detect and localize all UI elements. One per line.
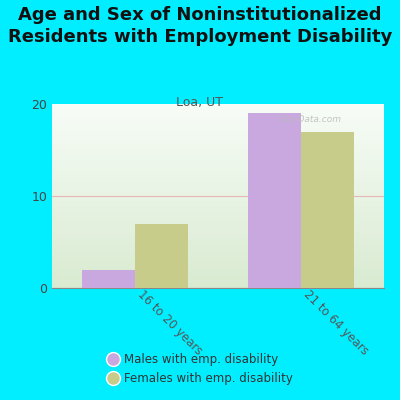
Text: Age and Sex of Noninstitutionalized
Residents with Employment Disability: Age and Sex of Noninstitutionalized Resi… xyxy=(8,6,392,46)
Legend: Males with emp. disability, Females with emp. disability: Males with emp. disability, Females with… xyxy=(102,349,298,390)
Bar xyxy=(82,270,135,288)
Bar xyxy=(248,113,301,288)
Bar xyxy=(301,132,354,288)
Text: Loa, UT: Loa, UT xyxy=(176,96,224,109)
Bar xyxy=(135,224,188,288)
Text: City-Data.com: City-Data.com xyxy=(278,115,342,124)
